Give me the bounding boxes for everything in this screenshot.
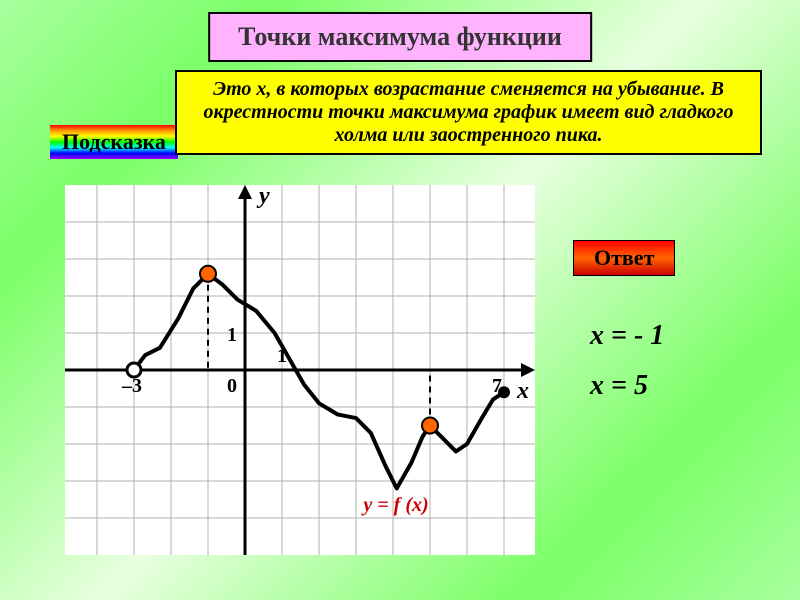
answer-1: х = - 1	[590, 320, 664, 352]
svg-text:–3: –3	[121, 375, 142, 397]
answer-2: х = 5	[590, 370, 664, 402]
svg-text:y: y	[256, 185, 270, 209]
svg-text:0: 0	[227, 375, 237, 397]
svg-text:1: 1	[227, 324, 237, 346]
hint-badge: Подсказка	[50, 125, 178, 159]
hint-text: Это x, в которых возрастание сменяется н…	[175, 70, 762, 155]
function-graph: yx011–37y = f (x)	[65, 185, 535, 555]
graph-svg: yx011–37y = f (x)	[65, 185, 535, 555]
svg-text:x: x	[516, 378, 529, 404]
svg-text:y = f (x): y = f (x)	[361, 494, 428, 516]
answer-badge: Ответ	[573, 240, 675, 276]
answer-values: х = - 1 х = 5	[590, 320, 664, 420]
page-title: Точки максимума функции	[208, 12, 592, 62]
